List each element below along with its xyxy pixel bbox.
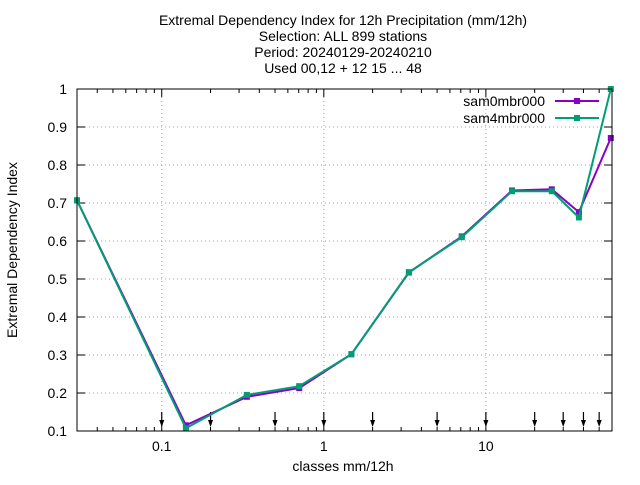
threshold-markers <box>159 412 602 427</box>
data-point-sam0mbr000 <box>182 422 189 429</box>
y-tick-label: 0.7 <box>48 195 68 211</box>
x-tick-label: 1 <box>320 438 328 454</box>
threshold-marker-head <box>560 420 566 427</box>
threshold-marker-head <box>596 420 602 427</box>
y-tick-label: 0.3 <box>48 347 68 363</box>
threshold-marker-head <box>532 420 538 427</box>
legend-label: sam0mbr000 <box>463 93 545 109</box>
x-tick-label: 0.1 <box>152 438 172 454</box>
threshold-marker-head <box>272 420 278 427</box>
x-axis-label: classes mm/12h <box>292 458 393 474</box>
series-line-sam0mbr000 <box>76 137 612 427</box>
data-point-sam4mbr000 <box>348 351 355 358</box>
data-point-sam4mbr000 <box>509 188 516 195</box>
title-line-2: Selection: ALL 899 stations <box>259 28 427 44</box>
y-tick-label: 0.1 <box>48 423 68 439</box>
y-axis-label: Extremal Dependency Index <box>4 162 20 338</box>
series-lines <box>74 86 614 432</box>
title-line-1: Extremal Dependency Index for 12h Precip… <box>159 12 527 28</box>
title-line-3: Period: 20240129-20240210 <box>254 44 432 60</box>
y-tick-label: 0.8 <box>48 157 68 173</box>
threshold-marker-head <box>580 420 586 427</box>
legend-label: sam4mbr000 <box>463 110 545 126</box>
y-tick-label: 0.4 <box>48 309 68 325</box>
grid <box>77 89 612 431</box>
x-tick-label: 10 <box>478 438 494 454</box>
threshold-marker-head <box>159 420 165 427</box>
y-tick-label: 0.9 <box>48 119 68 135</box>
threshold-marker-head <box>483 420 489 427</box>
data-point-sam0mbr000 <box>575 209 582 216</box>
data-point-sam4mbr000 <box>458 234 465 241</box>
title-line-4: Used 00,12 + 12 15 ... 48 <box>264 60 422 76</box>
data-point-sam4mbr000 <box>405 269 412 276</box>
data-point-sam4mbr000 <box>243 391 250 398</box>
axis-ticks: 0.1 0.2 0.3 0.4 0.5 0.6 0.7 0.8 0.9 1 0.1 1 10 <box>48 81 613 454</box>
threshold-marker-head <box>208 420 214 427</box>
threshold-marker-head <box>370 420 376 427</box>
y-tick-label: 1 <box>59 81 67 97</box>
y-tick-label: 0.6 <box>48 233 68 249</box>
y-tick-label: 0.5 <box>48 271 68 287</box>
plot-frame <box>76 88 613 432</box>
data-point-sam0mbr000 <box>607 135 614 142</box>
chart-title: Extremal Dependency Index for 12h Precip… <box>159 12 527 76</box>
threshold-marker-head <box>434 420 440 427</box>
legend-marker <box>574 98 580 104</box>
threshold-marker-head <box>321 420 327 427</box>
data-point-sam4mbr000 <box>575 214 582 221</box>
series-line-sam4mbr000 <box>76 88 612 430</box>
data-point-sam4mbr000 <box>182 425 189 432</box>
legend-marker <box>574 115 580 121</box>
data-point-sam4mbr000 <box>548 188 555 195</box>
y-tick-label: 0.2 <box>48 385 68 401</box>
data-point-sam4mbr000 <box>296 383 303 390</box>
